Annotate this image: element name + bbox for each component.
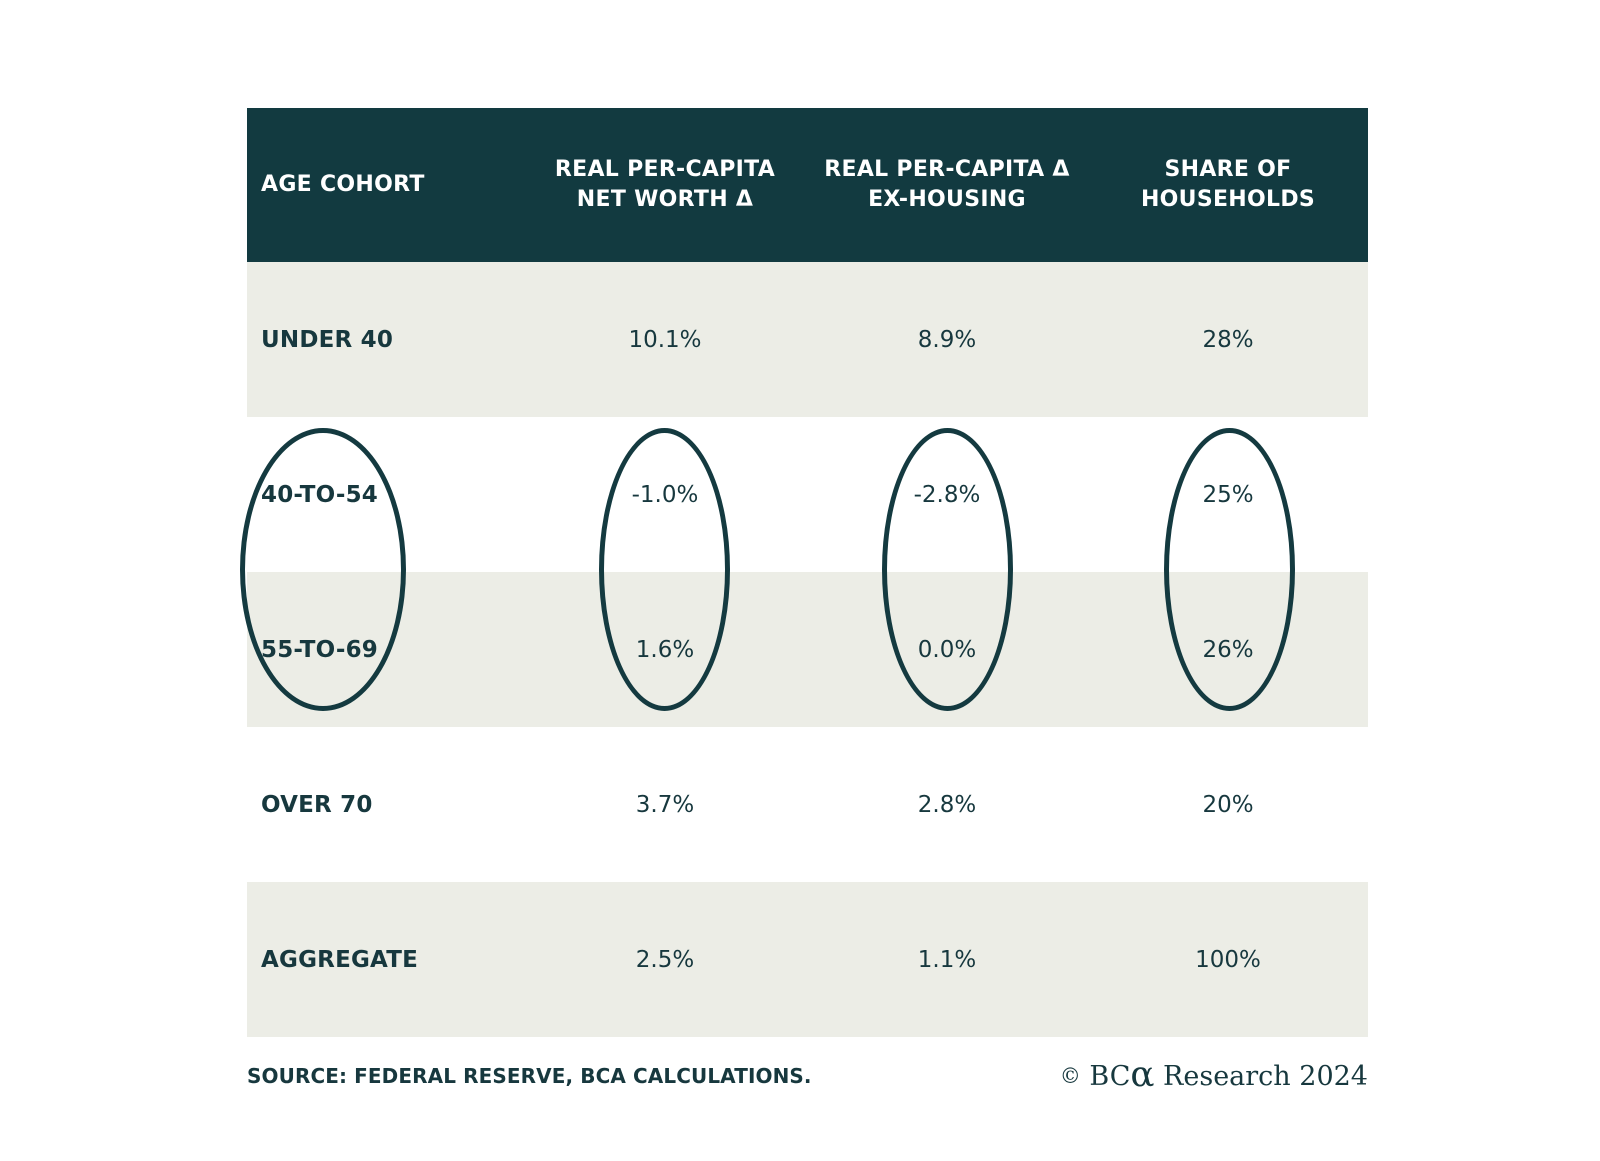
share-value: 28%: [1202, 326, 1254, 353]
header-line: REAL PER-CAPITA Δ: [824, 157, 1070, 182]
footer: SOURCE: FEDERAL RESERVE, BCA CALCULATION…: [247, 1054, 1368, 1098]
share-value: 100%: [1195, 946, 1261, 973]
cohort-label: AGGREGATE: [261, 946, 419, 973]
table-header-row: AGE COHORT REAL PER-CAPITA NET WORTH Δ R…: [247, 108, 1368, 262]
column-header-net-worth: REAL PER-CAPITA NET WORTH Δ: [524, 155, 806, 215]
table-row-55-to-69: 55-TO-69 1.6% 0.0% 26%: [247, 572, 1368, 727]
net-worth-value: -1.0%: [631, 481, 699, 508]
brand-bc: BC: [1089, 1060, 1131, 1092]
column-header-age-cohort: AGE COHORT: [247, 170, 524, 200]
source-note: SOURCE: FEDERAL RESERVE, BCA CALCULATION…: [247, 1064, 812, 1088]
brand-rest: Research 2024: [1154, 1060, 1368, 1092]
net-worth-value: 1.6%: [635, 636, 695, 663]
ex-housing-value: 8.9%: [917, 326, 977, 353]
column-header-share-households: SHARE OF HOUSEHOLDS: [1088, 155, 1368, 215]
header-line: SHARE OF: [1164, 157, 1292, 182]
ex-housing-value: 0.0%: [917, 636, 977, 663]
cohort-label: UNDER 40: [261, 326, 394, 353]
header-line: EX-HOUSING: [868, 187, 1026, 212]
column-header-ex-housing: REAL PER-CAPITA Δ EX-HOUSING: [806, 155, 1088, 215]
table-row-40-to-54: 40-TO-54 -1.0% -2.8% 25%: [247, 417, 1368, 572]
table-row-under-40: UNDER 40 10.1% 8.9% 28%: [247, 262, 1368, 417]
cohort-label: 40-TO-54: [261, 481, 378, 508]
cohort-label: OVER 70: [261, 791, 373, 818]
brand-alpha-glyph: α: [1130, 1053, 1155, 1095]
header-line: REAL PER-CAPITA: [554, 157, 776, 182]
cohort-label: 55-TO-69: [261, 636, 378, 663]
share-value: 26%: [1202, 636, 1254, 663]
ex-housing-value: -2.8%: [913, 481, 981, 508]
header-line: AGE COHORT: [261, 172, 425, 197]
ex-housing-value: 2.8%: [917, 791, 977, 818]
age-cohort-table: AGE COHORT REAL PER-CAPITA NET WORTH Δ R…: [240, 108, 1368, 1037]
table-row-over-70: OVER 70 3.7% 2.8% 20%: [247, 727, 1368, 882]
bca-research-credit: © BCα Research 2024: [1059, 1056, 1368, 1092]
net-worth-value: 3.7%: [635, 791, 695, 818]
ex-housing-value: 1.1%: [917, 946, 977, 973]
header-line: NET WORTH Δ: [576, 187, 754, 212]
net-worth-value: 10.1%: [628, 326, 702, 353]
share-value: 20%: [1202, 791, 1254, 818]
table-row-aggregate: AGGREGATE 2.5% 1.1% 100%: [247, 882, 1368, 1037]
net-worth-value: 2.5%: [635, 946, 695, 973]
header-line: HOUSEHOLDS: [1140, 187, 1316, 212]
copyright-icon: ©: [1059, 1062, 1081, 1088]
share-value: 25%: [1202, 481, 1254, 508]
